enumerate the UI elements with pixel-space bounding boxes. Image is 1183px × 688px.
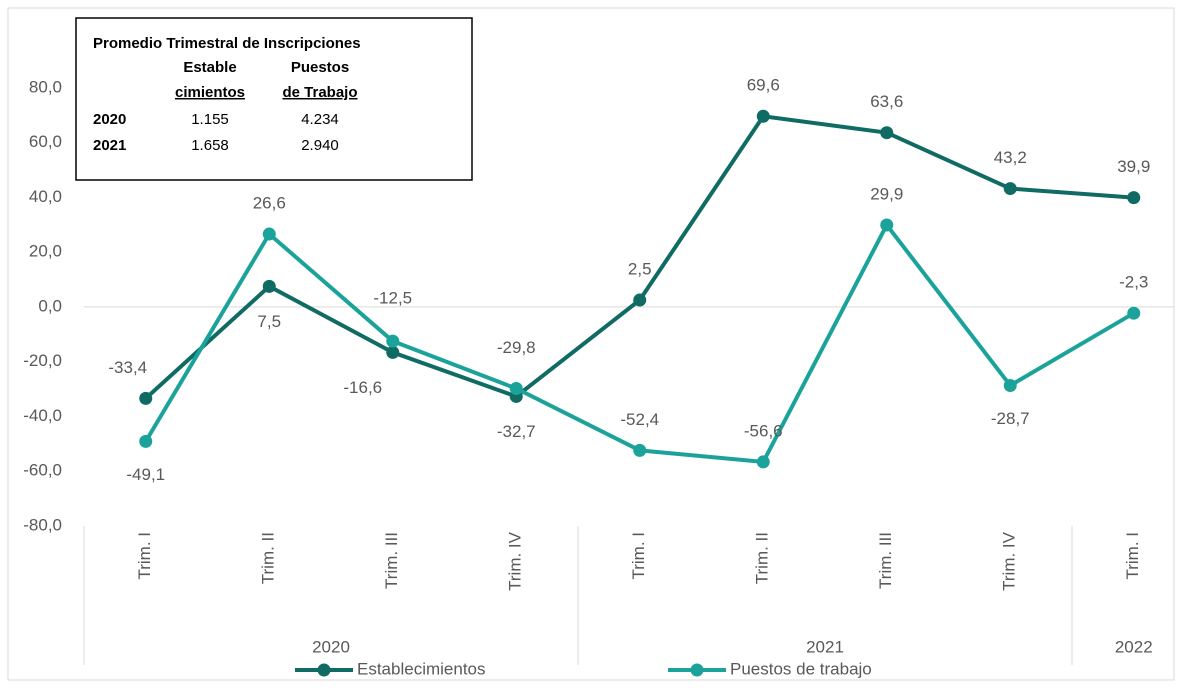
x-tick-label: Trim. I xyxy=(1123,532,1142,580)
legend-marker xyxy=(690,663,704,677)
inset: Promedio Trimestral de Inscripciones Esta… xyxy=(75,17,473,181)
point xyxy=(880,218,894,232)
data-label: -12,5 xyxy=(373,289,412,308)
data-label: -2,3 xyxy=(1119,273,1148,292)
x-tick-label: Trim. III xyxy=(876,532,895,589)
data-label: -52,4 xyxy=(620,410,659,429)
group-label: 2022 xyxy=(1115,637,1153,656)
x-tick-label: Trim. III xyxy=(382,532,401,589)
data-label: -33,4 xyxy=(108,358,147,377)
point xyxy=(1127,306,1141,320)
inset-cell: 2020 xyxy=(93,111,126,128)
point xyxy=(1127,191,1141,205)
data-label: -16,6 xyxy=(343,378,382,397)
point xyxy=(633,443,647,457)
inset-header: Estable xyxy=(183,59,236,76)
inset-cell: 2021 xyxy=(93,137,126,154)
point xyxy=(880,126,894,140)
x-tick-label: Trim. IV xyxy=(1000,531,1019,591)
y-tick-label: -80,0 xyxy=(23,515,62,534)
data-label: 69,6 xyxy=(747,76,780,95)
data-label: 7,5 xyxy=(257,312,281,331)
legend-label: Puestos de trabajo xyxy=(730,659,872,678)
data-label: -29,8 xyxy=(497,338,536,357)
y-tick-label: 60,0 xyxy=(29,132,62,151)
point xyxy=(633,293,647,307)
group-label: 2020 xyxy=(312,637,350,656)
legend-label: Establecimientos xyxy=(357,659,486,678)
inset-header: de Trabajo xyxy=(282,84,357,101)
point xyxy=(1003,378,1017,392)
inset-cell: 1.155 xyxy=(191,111,229,128)
point xyxy=(262,227,276,241)
data-label: -32,7 xyxy=(497,422,536,441)
y-tick-label: 40,0 xyxy=(29,187,62,206)
point xyxy=(756,455,770,469)
x-tick-label: Trim. I xyxy=(629,532,648,580)
data-label: -56,6 xyxy=(744,421,783,440)
point xyxy=(386,334,400,348)
point xyxy=(1003,182,1017,196)
inset-cell: 2.940 xyxy=(301,137,339,154)
legend-marker xyxy=(317,663,331,677)
inset-border xyxy=(75,17,473,181)
x-tick-label: Trim. II xyxy=(259,532,278,584)
data-label: 26,6 xyxy=(253,194,286,213)
group-label: 2021 xyxy=(806,637,844,656)
inset-header: Puestos xyxy=(291,59,349,76)
x-tick-label: Trim. I xyxy=(135,532,154,580)
data-label: -28,7 xyxy=(991,409,1030,428)
point xyxy=(386,345,400,359)
x-tick-label: Trim. IV xyxy=(506,531,525,591)
y-tick-label: 20,0 xyxy=(29,242,62,261)
point xyxy=(262,279,276,293)
data-label: 43,2 xyxy=(994,148,1027,167)
point xyxy=(509,382,523,396)
y-tick-label: -20,0 xyxy=(23,351,62,370)
x-tick-label: Trim. II xyxy=(753,532,772,584)
y-tick-label: 80,0 xyxy=(29,77,62,96)
y-tick-label: -60,0 xyxy=(23,461,62,480)
point xyxy=(139,434,153,448)
data-label: 29,9 xyxy=(870,184,903,203)
y-tick-label: -40,0 xyxy=(23,406,62,425)
inset-cell: 1.658 xyxy=(191,137,229,154)
data-label: 39,9 xyxy=(1117,157,1150,176)
point xyxy=(756,109,770,123)
inset-title: Promedio Trimestral de Inscripciones xyxy=(93,35,361,52)
data-label: 63,6 xyxy=(870,92,903,111)
inset-cell: 4.234 xyxy=(301,111,339,128)
data-label: 2,5 xyxy=(628,260,652,279)
point xyxy=(139,391,153,405)
data-label: -49,1 xyxy=(126,465,165,484)
y-tick-label: 0,0 xyxy=(38,296,62,315)
inset-header: cimientos xyxy=(175,84,245,101)
